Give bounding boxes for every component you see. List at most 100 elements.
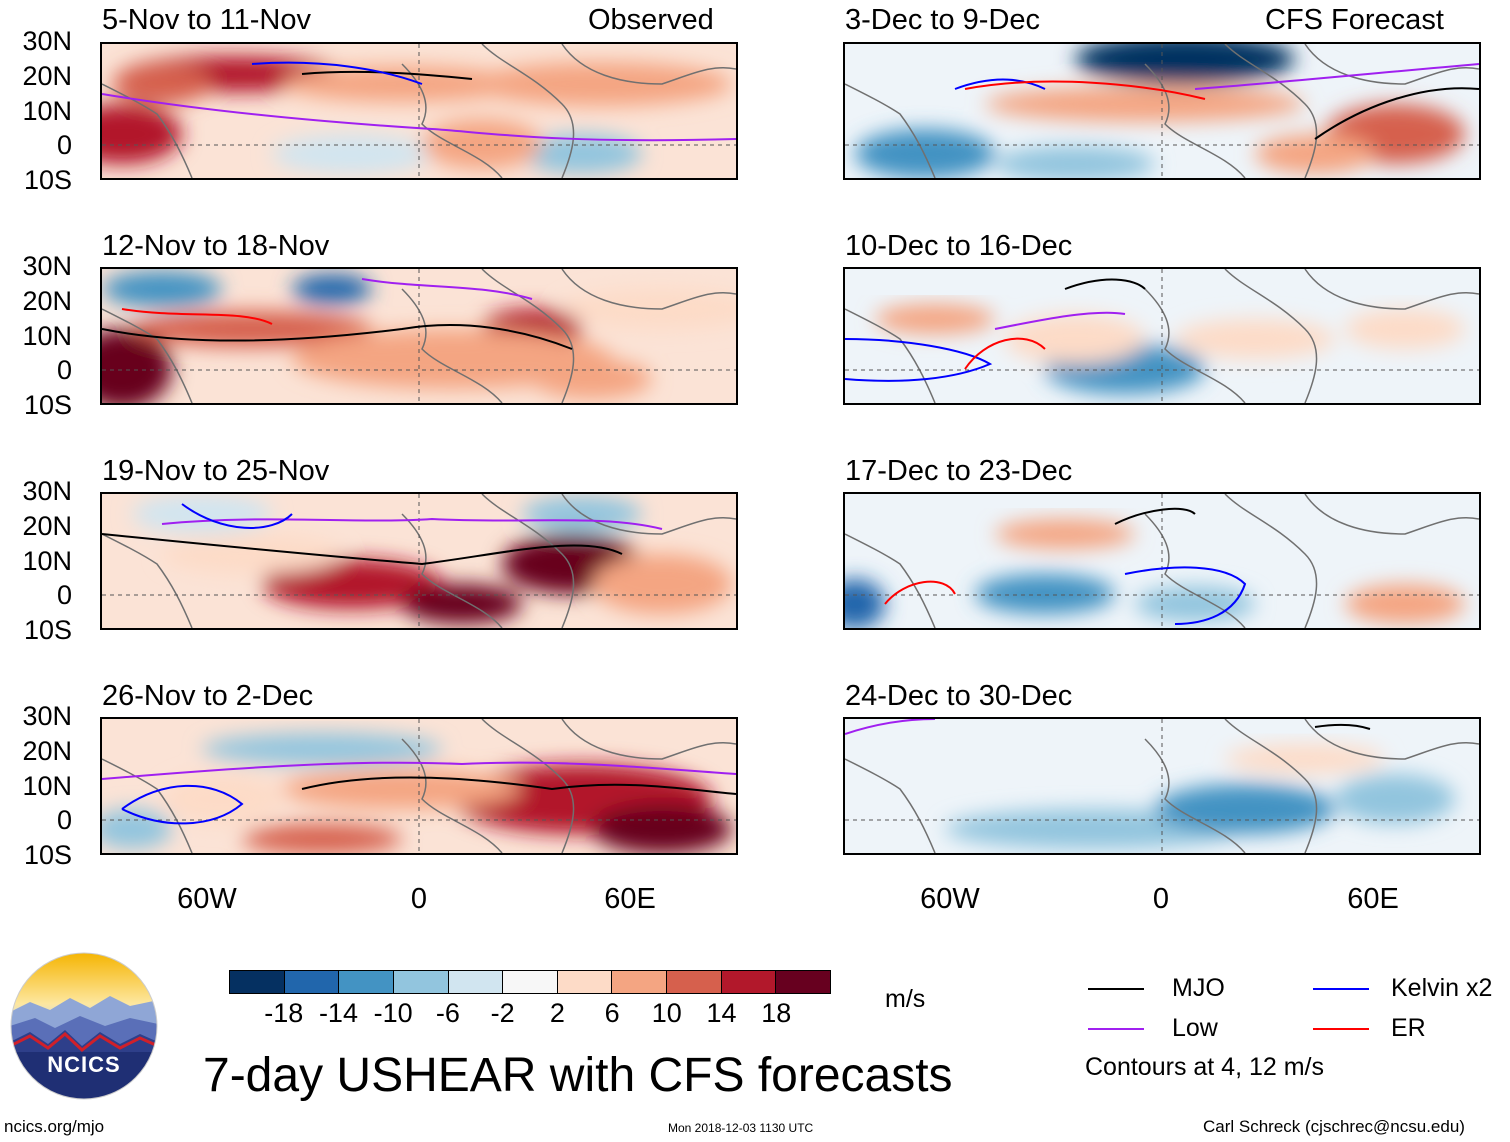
filtered-wave-contour [964, 80, 1206, 100]
colorbar-swatch [448, 971, 504, 993]
panel-title-3: 19-Nov to 25-Nov [102, 455, 330, 487]
coastline [845, 44, 1479, 178]
colorbar-label: 2 [549, 998, 565, 1028]
map-canvas [845, 44, 1479, 178]
shear-anomaly-blob [592, 804, 732, 853]
colorbar-swatch [284, 971, 340, 993]
shear-anomaly-blob [102, 104, 182, 164]
shear-anomaly-blob [1345, 584, 1465, 624]
legend-mjo-line [1088, 988, 1144, 990]
map-canvas [102, 269, 736, 403]
lat-label-row3-4: 10S [23, 615, 72, 645]
lat-label-row3-1: 20N [22, 511, 72, 541]
coastline [845, 269, 1479, 403]
colorbar-label: -6 [435, 998, 460, 1028]
filtered-wave-contour [121, 308, 273, 325]
lat-label-row4-0: 30N [22, 701, 72, 731]
shear-anomaly-blob [1005, 314, 1145, 364]
shear-anomaly-blob [855, 129, 995, 178]
lat-label-row4-1: 20N [22, 736, 72, 766]
shear-anomaly-blob [292, 329, 612, 389]
lon-label-60w-right: 60W [920, 883, 980, 915]
lat-label-row2-0: 30N [22, 251, 72, 281]
lat-label-row4-2: 10N [22, 771, 72, 801]
lat-label-row1-3: 0 [56, 130, 72, 160]
lat-label-row1-1: 20N [22, 61, 72, 91]
shear-anomaly-blob [292, 274, 372, 304]
colorbar-swatch [612, 971, 668, 993]
shear-anomaly-blob [875, 304, 995, 334]
main-title: 7-day USHEAR with CFS forecasts [203, 1049, 953, 1102]
legend-er-label: ER [1391, 1014, 1426, 1042]
shear-anomaly-blob [1225, 744, 1385, 774]
lat-label-row1-2: 10N [22, 96, 72, 126]
map-canvas [845, 719, 1479, 853]
filtered-wave-contour [1314, 87, 1479, 140]
panel-title-6: 10-Dec to 16-Dec [845, 230, 1073, 262]
colorbar-label: 18 [761, 998, 792, 1028]
colorbar-swatch [667, 971, 722, 993]
shear-anomaly-blob [472, 62, 732, 106]
colorbar-swatch [503, 971, 558, 993]
lat-label-row2-4: 10S [23, 390, 72, 420]
coastline [102, 719, 736, 853]
shear-anomaly-blob [995, 146, 1155, 178]
coastline [102, 44, 736, 178]
filtered-wave-contour [1124, 566, 1247, 625]
shear-anomaly-blob [282, 769, 522, 809]
map-canvas [102, 719, 736, 853]
filtered-wave-contour [102, 93, 736, 142]
filtered-wave-contour [161, 517, 663, 530]
colorbar-swatch [339, 971, 394, 993]
shear-anomaly-blob [995, 519, 1135, 549]
shear-anomaly-blob [272, 134, 432, 174]
legend-note: Contours at 4, 12 m/s [1085, 1053, 1325, 1081]
panel-title-7: 17-Dec to 23-Dec [845, 455, 1073, 487]
shear-anomaly-blob [102, 329, 172, 403]
footer-credit: Carl Schreck (cjschrec@ncsu.edu) [1203, 1117, 1465, 1136]
shear-anomaly-blob [975, 574, 1115, 614]
legend-er-line [1313, 1028, 1369, 1030]
filtered-wave-contour [361, 278, 533, 300]
shear-anomaly-blob [262, 559, 442, 609]
map-panel-obs-1 [100, 42, 738, 180]
lon-label-0-right: 0 [1152, 883, 1170, 915]
legend-mjo-label: MJO [1172, 974, 1225, 1002]
colorbar-label: 14 [706, 998, 737, 1028]
filtered-wave-contour [1194, 63, 1479, 90]
shear-anomaly-blob [112, 64, 212, 104]
colorbar-swatch [776, 971, 831, 993]
map-panel-obs-2 [100, 267, 738, 405]
footer-url[interactable]: ncics.org/mjo [4, 1117, 105, 1136]
coastline [102, 269, 736, 403]
map-canvas [845, 269, 1479, 403]
map-canvas [845, 494, 1479, 628]
shear-anomaly-blob [985, 86, 1305, 122]
logo-text: NCICS [47, 1052, 121, 1077]
legend-kelvin-label: Kelvin x2 [1391, 974, 1493, 1002]
coastline [845, 494, 1479, 628]
shear-anomaly-blob [202, 733, 442, 765]
lon-label-60e-left: 60E [604, 883, 656, 915]
colorbar-label: -10 [373, 998, 413, 1028]
ncics-logo: NCICS [10, 952, 158, 1100]
coastline [102, 494, 736, 628]
map-panel-fcst-1 [843, 42, 1481, 180]
colorbar-swatch [230, 971, 285, 993]
lon-label-60e-right: 60E [1347, 883, 1399, 915]
filtered-wave-contour [964, 337, 1046, 370]
colorbar-label: 6 [604, 998, 620, 1028]
shear-anomaly-blob [1135, 586, 1255, 622]
lat-label-row3-2: 10N [22, 546, 72, 576]
filtered-wave-contour [102, 761, 736, 780]
lat-label-row4-4: 10S [23, 840, 72, 870]
coastline [845, 719, 1479, 853]
filtered-wave-contour [1314, 723, 1371, 730]
filtered-wave-contour [181, 503, 293, 529]
filtered-wave-contour [102, 324, 573, 350]
colorbar-label: 10 [651, 998, 682, 1028]
lat-label-row1-4: 10S [23, 165, 72, 195]
colorbar [229, 970, 831, 994]
map-panel-obs-4 [100, 717, 738, 855]
shear-anomaly-blob [1255, 134, 1375, 174]
